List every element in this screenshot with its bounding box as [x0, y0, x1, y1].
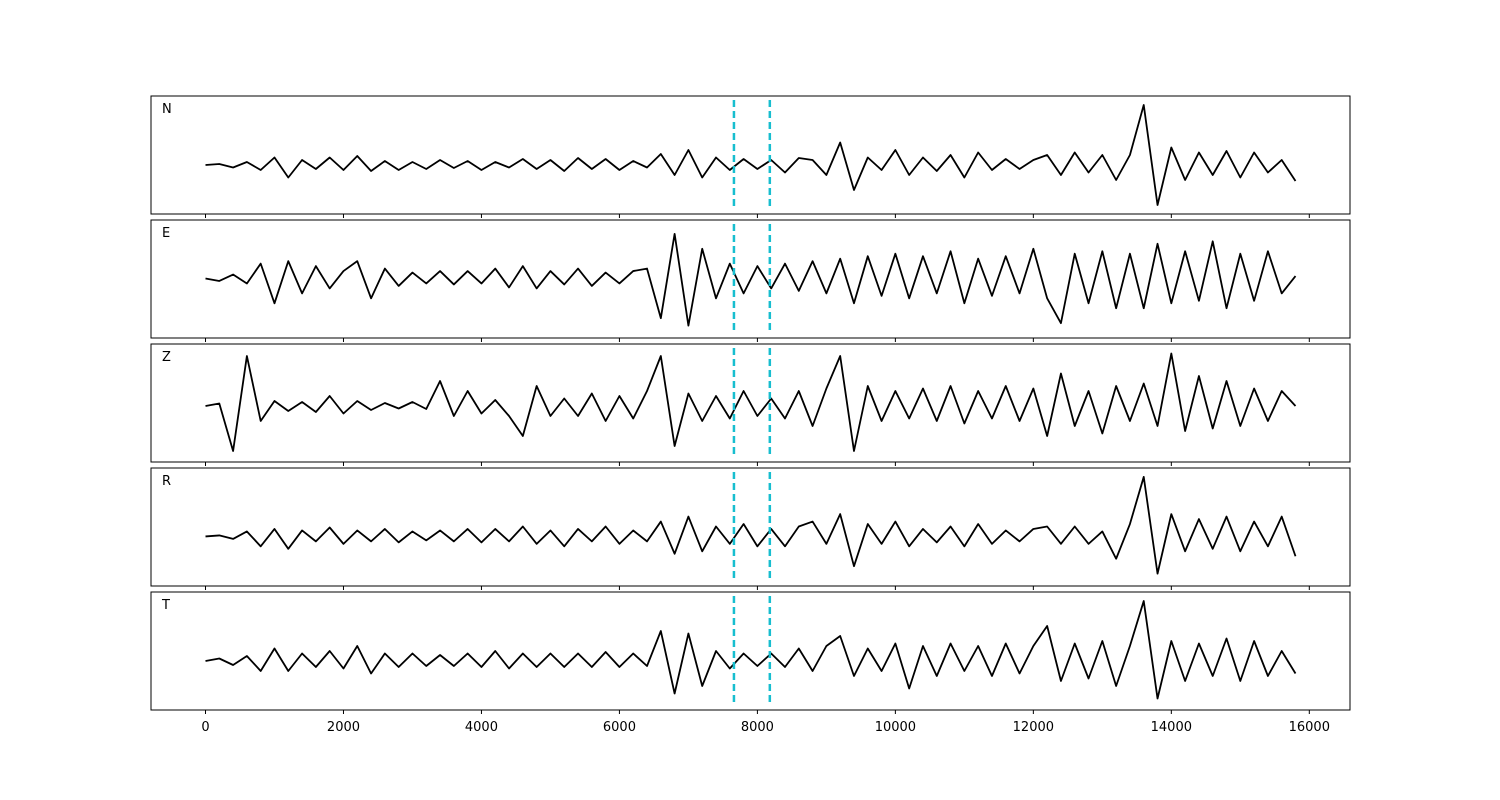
panel-label: N [162, 102, 172, 117]
trace [205, 232, 1297, 327]
x-tick-label: 2000 [327, 720, 360, 735]
panel-frame [150, 219, 1351, 339]
panel-frame [150, 591, 1351, 711]
x-tick-label: 12000 [1013, 720, 1054, 735]
x-tick-label: 16000 [1289, 720, 1330, 735]
panel-label: R [162, 474, 171, 489]
panel-label: T [161, 598, 170, 613]
x-tick-label: 14000 [1151, 720, 1192, 735]
trace [205, 352, 1297, 452]
trace [205, 104, 1297, 206]
panel-label: Z [162, 350, 171, 365]
panel-frame [150, 95, 1351, 215]
x-tick-label: 0 [201, 720, 209, 735]
panel-frame [150, 467, 1351, 587]
x-tick-label: 4000 [465, 720, 498, 735]
x-tick-label: 10000 [875, 720, 916, 735]
trace [205, 476, 1297, 575]
panel-label: E [162, 226, 170, 241]
x-tick-label: 6000 [603, 720, 636, 735]
panel-frame [150, 343, 1351, 463]
trace [205, 600, 1297, 700]
x-tick-label: 8000 [741, 720, 774, 735]
